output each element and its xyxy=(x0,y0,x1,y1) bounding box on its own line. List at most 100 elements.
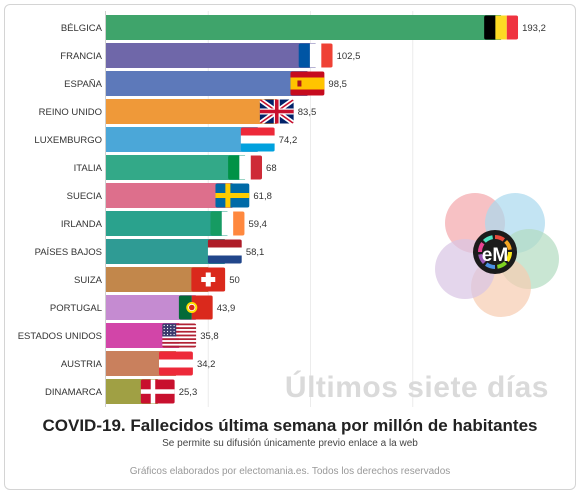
flag-stripe xyxy=(297,80,302,87)
flag-body xyxy=(178,295,213,320)
flag-stripe xyxy=(215,193,250,198)
category-label: PAÍSES BAJOS xyxy=(35,247,102,258)
flag-body xyxy=(228,155,263,180)
flag-stripe xyxy=(221,211,234,236)
category-label: ESPAÑA xyxy=(64,79,103,90)
flag-stripe xyxy=(495,15,507,40)
flag-stripe xyxy=(259,109,294,114)
flag-stripe xyxy=(290,77,325,90)
value-label: 68 xyxy=(266,163,277,174)
flag-emblem-inner xyxy=(188,303,196,312)
flag-stripe xyxy=(162,332,197,335)
logo-text: eM xyxy=(482,245,508,266)
flag-italy-icon xyxy=(228,155,263,180)
bar xyxy=(106,15,502,40)
flag-stripe xyxy=(309,43,322,68)
category-label: ITALIA xyxy=(74,163,103,174)
value-label: 83,5 xyxy=(298,107,317,118)
flag-stripe xyxy=(162,343,197,346)
flag-star xyxy=(163,333,165,336)
logo-ring-segment xyxy=(494,235,505,242)
footer-credits: Gráficos elaborados por electomania.es. … xyxy=(129,466,451,477)
flag-star xyxy=(163,324,165,327)
flag-star xyxy=(170,327,172,330)
bar xyxy=(106,155,246,180)
category-label: DINAMARCA xyxy=(45,387,103,398)
flag-stripe xyxy=(239,155,251,180)
flag-body xyxy=(162,323,197,348)
flag-france-icon xyxy=(298,43,333,68)
flag-stripe xyxy=(158,359,193,368)
value-label: 59,4 xyxy=(248,219,267,230)
value-label: 35,8 xyxy=(200,331,219,342)
logo-ring-segment xyxy=(505,251,512,262)
flag-stripe xyxy=(240,127,275,136)
flag-portugal-icon xyxy=(178,295,213,320)
flag-stripe xyxy=(162,341,197,344)
bar xyxy=(106,183,233,208)
chart-title: COVID-19. Fallecidos última semana por m… xyxy=(42,416,538,435)
flag-star xyxy=(166,330,169,333)
flag-stripe xyxy=(162,334,197,337)
flag-stripe xyxy=(240,135,275,144)
flag-ireland-icon xyxy=(210,211,245,236)
flag-stripe xyxy=(162,338,197,341)
flag-star xyxy=(173,324,175,327)
flag-stripe xyxy=(298,43,310,68)
flag-body xyxy=(240,127,275,152)
bar xyxy=(106,211,228,236)
flag-stripe xyxy=(140,389,175,394)
flag-stripe xyxy=(210,211,222,236)
electomania-logo: eM xyxy=(435,193,559,317)
flag-stripe xyxy=(506,15,519,40)
logo-ring-segment xyxy=(482,235,494,243)
flag-body xyxy=(140,379,175,404)
period-annotation: Últimos siete días xyxy=(284,371,549,404)
category-label: LUXEMBURGO xyxy=(34,135,102,146)
flag-body xyxy=(484,15,519,40)
flag-star xyxy=(170,324,172,327)
flag-stripe xyxy=(240,143,275,152)
category-label: SUECIA xyxy=(67,191,103,202)
chart-frame: BÉLGICA 193,2 FRANCIA 102,5 ESPAÑA 98,5 REINO … xyxy=(4,4,576,490)
category-label: IRLANDA xyxy=(61,219,103,230)
flag-stripe xyxy=(162,325,197,328)
flag-star xyxy=(170,330,172,333)
flag-body xyxy=(158,351,193,376)
bar-chart: BÉLGICA 193,2 FRANCIA 102,5 ESPAÑA 98,5 REINO … xyxy=(18,11,546,407)
value-label: 102,5 xyxy=(337,51,361,62)
flag-body xyxy=(210,211,245,236)
bar xyxy=(106,43,316,68)
flag-star xyxy=(163,327,165,330)
flag-stripe xyxy=(228,155,240,180)
flag-netherlands-icon xyxy=(207,239,242,264)
flag-stripe xyxy=(201,277,216,282)
flag-star xyxy=(173,333,175,336)
flag-switzerland-icon xyxy=(191,267,226,292)
category-label: ESTADOS UNIDOS xyxy=(18,331,102,342)
flag-body xyxy=(290,71,325,96)
value-label: 98,5 xyxy=(328,79,347,90)
flag-stripe xyxy=(250,155,263,180)
flag-star xyxy=(166,333,169,336)
value-label: 43,9 xyxy=(217,303,236,314)
flag-star xyxy=(173,327,175,330)
flag-stripe xyxy=(321,43,333,68)
flag-stripe xyxy=(207,247,242,256)
flag-stripe xyxy=(207,255,242,264)
category-label: SUIZA xyxy=(74,275,103,286)
flag-uk-icon xyxy=(259,99,294,124)
flag-stripe xyxy=(162,336,197,339)
logo-ring-segment xyxy=(485,262,496,269)
value-label: 74,2 xyxy=(279,135,298,146)
flag-stripe xyxy=(162,323,197,326)
logo-ring-segment xyxy=(496,261,508,269)
flag-stripe xyxy=(158,367,193,376)
flag-body xyxy=(298,43,333,68)
bar xyxy=(106,71,308,96)
value-label: 34,2 xyxy=(197,359,216,370)
flag-body xyxy=(259,99,294,124)
flag-body xyxy=(215,183,250,208)
value-label: 58,1 xyxy=(246,247,265,258)
flag-body xyxy=(191,267,226,292)
